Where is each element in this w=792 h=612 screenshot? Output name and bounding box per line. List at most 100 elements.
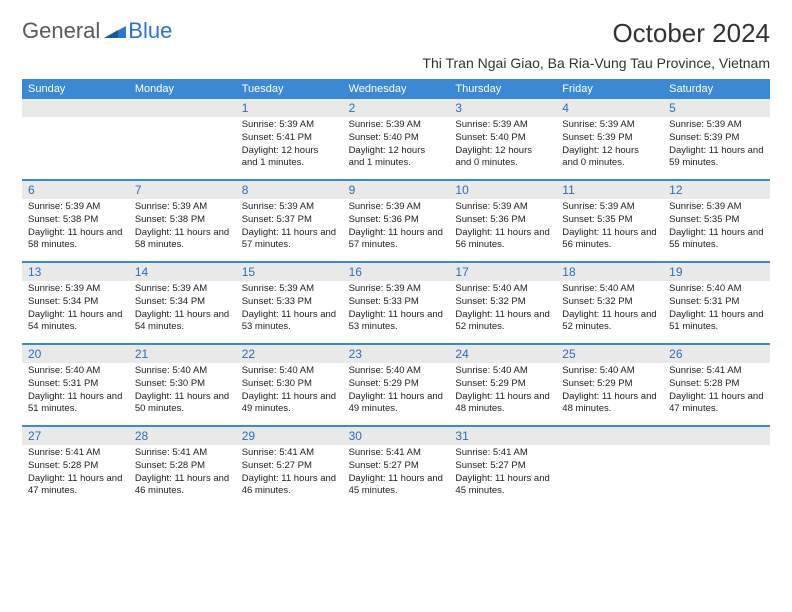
weekday-header: Wednesday <box>343 79 450 99</box>
sunset-line: Sunset: 5:29 PM <box>349 378 444 391</box>
day-number: 26 <box>663 345 770 363</box>
day-number: 1 <box>236 99 343 117</box>
day-cell: 17Sunrise: 5:40 AMSunset: 5:32 PMDayligh… <box>449 263 556 343</box>
sunset-line: Sunset: 5:33 PM <box>242 296 337 309</box>
daylight-line: Daylight: 11 hours and 57 minutes. <box>349 227 444 253</box>
sunrise-line: Sunrise: 5:41 AM <box>455 447 550 460</box>
day-cell: 13Sunrise: 5:39 AMSunset: 5:34 PMDayligh… <box>22 263 129 343</box>
day-details: Sunrise: 5:41 AMSunset: 5:28 PMDaylight:… <box>129 445 236 502</box>
day-cell: 31Sunrise: 5:41 AMSunset: 5:27 PMDayligh… <box>449 427 556 507</box>
week-row: 27Sunrise: 5:41 AMSunset: 5:28 PMDayligh… <box>22 425 770 507</box>
day-details: Sunrise: 5:40 AMSunset: 5:29 PMDaylight:… <box>556 363 663 420</box>
sunset-line: Sunset: 5:36 PM <box>455 214 550 227</box>
day-cell: 9Sunrise: 5:39 AMSunset: 5:36 PMDaylight… <box>343 181 450 261</box>
day-cell: 24Sunrise: 5:40 AMSunset: 5:29 PMDayligh… <box>449 345 556 425</box>
sunset-line: Sunset: 5:41 PM <box>242 132 337 145</box>
sunrise-line: Sunrise: 5:39 AM <box>28 283 123 296</box>
sunset-line: Sunset: 5:29 PM <box>562 378 657 391</box>
day-details: Sunrise: 5:39 AMSunset: 5:38 PMDaylight:… <box>129 199 236 256</box>
daylight-line: Daylight: 11 hours and 47 minutes. <box>669 391 764 417</box>
sunrise-line: Sunrise: 5:39 AM <box>242 283 337 296</box>
daylight-line: Daylight: 11 hours and 52 minutes. <box>562 309 657 335</box>
weekday-header-row: SundayMondayTuesdayWednesdayThursdayFrid… <box>22 79 770 99</box>
sunset-line: Sunset: 5:40 PM <box>455 132 550 145</box>
day-number: 21 <box>129 345 236 363</box>
daylight-line: Daylight: 11 hours and 51 minutes. <box>669 309 764 335</box>
daylight-line: Daylight: 11 hours and 49 minutes. <box>349 391 444 417</box>
day-details: Sunrise: 5:39 AMSunset: 5:34 PMDaylight:… <box>22 281 129 338</box>
day-number: 23 <box>343 345 450 363</box>
sunrise-line: Sunrise: 5:41 AM <box>242 447 337 460</box>
sunrise-line: Sunrise: 5:40 AM <box>28 365 123 378</box>
sunrise-line: Sunrise: 5:39 AM <box>669 119 764 132</box>
sunrise-line: Sunrise: 5:41 AM <box>135 447 230 460</box>
day-details: Sunrise: 5:40 AMSunset: 5:30 PMDaylight:… <box>129 363 236 420</box>
daylight-line: Daylight: 12 hours and 0 minutes. <box>562 145 657 171</box>
day-number: 18 <box>556 263 663 281</box>
day-number: 24 <box>449 345 556 363</box>
logo-text-blue: Blue <box>128 18 172 44</box>
sunset-line: Sunset: 5:38 PM <box>135 214 230 227</box>
day-cell: 30Sunrise: 5:41 AMSunset: 5:27 PMDayligh… <box>343 427 450 507</box>
day-cell: 14Sunrise: 5:39 AMSunset: 5:34 PMDayligh… <box>129 263 236 343</box>
sunrise-line: Sunrise: 5:40 AM <box>349 365 444 378</box>
day-number: 14 <box>129 263 236 281</box>
sunset-line: Sunset: 5:31 PM <box>28 378 123 391</box>
day-cell: 1 Sunrise: 5:39 AMSunset: 5:41 PMDaylight… <box>236 99 343 179</box>
daylight-line: Daylight: 11 hours and 56 minutes. <box>455 227 550 253</box>
day-number: 6 <box>22 181 129 199</box>
day-number: 22 <box>236 345 343 363</box>
day-details: Sunrise: 5:39 AMSunset: 5:38 PMDaylight:… <box>22 199 129 256</box>
weekday-header: Saturday <box>663 79 770 99</box>
sunrise-line: Sunrise: 5:41 AM <box>349 447 444 460</box>
day-details: Sunrise: 5:40 AMSunset: 5:32 PMDaylight:… <box>556 281 663 338</box>
day-number: 29 <box>236 427 343 445</box>
day-number <box>663 427 770 445</box>
day-number: 5 <box>663 99 770 117</box>
logo: General Blue <box>22 18 172 44</box>
title-block: October 2024 Thi Tran Ngai Giao, Ba Ria-… <box>422 18 770 71</box>
sunrise-line: Sunrise: 5:39 AM <box>28 201 123 214</box>
sunrise-line: Sunrise: 5:40 AM <box>669 283 764 296</box>
sunrise-line: Sunrise: 5:39 AM <box>242 119 337 132</box>
daylight-line: Daylight: 11 hours and 52 minutes. <box>455 309 550 335</box>
week-row: 20Sunrise: 5:40 AMSunset: 5:31 PMDayligh… <box>22 343 770 425</box>
sunset-line: Sunset: 5:35 PM <box>562 214 657 227</box>
day-cell: 15Sunrise: 5:39 AMSunset: 5:33 PMDayligh… <box>236 263 343 343</box>
day-details: Sunrise: 5:40 AMSunset: 5:29 PMDaylight:… <box>449 363 556 420</box>
logo-triangle-icon <box>104 22 126 43</box>
day-details: Sunrise: 5:41 AMSunset: 5:28 PMDaylight:… <box>663 363 770 420</box>
sunset-line: Sunset: 5:40 PM <box>349 132 444 145</box>
daylight-line: Daylight: 12 hours and 1 minutes. <box>242 145 337 171</box>
day-cell: 27Sunrise: 5:41 AMSunset: 5:28 PMDayligh… <box>22 427 129 507</box>
weekday-header: Sunday <box>22 79 129 99</box>
daylight-line: Daylight: 11 hours and 58 minutes. <box>28 227 123 253</box>
sunset-line: Sunset: 5:27 PM <box>455 460 550 473</box>
day-number: 19 <box>663 263 770 281</box>
day-number: 4 <box>556 99 663 117</box>
sunrise-line: Sunrise: 5:40 AM <box>135 365 230 378</box>
month-title: October 2024 <box>422 18 770 49</box>
day-number: 25 <box>556 345 663 363</box>
sunset-line: Sunset: 5:32 PM <box>562 296 657 309</box>
day-details: Sunrise: 5:39 AMSunset: 5:37 PMDaylight:… <box>236 199 343 256</box>
daylight-line: Daylight: 12 hours and 1 minutes. <box>349 145 444 171</box>
logo-text-general: General <box>22 18 100 44</box>
day-cell: 29Sunrise: 5:41 AMSunset: 5:27 PMDayligh… <box>236 427 343 507</box>
week-row: 6Sunrise: 5:39 AMSunset: 5:38 PMDaylight… <box>22 179 770 261</box>
sunset-line: Sunset: 5:27 PM <box>349 460 444 473</box>
day-details: Sunrise: 5:39 AMSunset: 5:39 PMDaylight:… <box>556 117 663 174</box>
sunset-line: Sunset: 5:33 PM <box>349 296 444 309</box>
daylight-line: Daylight: 12 hours and 0 minutes. <box>455 145 550 171</box>
weekday-header: Friday <box>556 79 663 99</box>
sunset-line: Sunset: 5:29 PM <box>455 378 550 391</box>
day-details: Sunrise: 5:40 AMSunset: 5:31 PMDaylight:… <box>22 363 129 420</box>
location-text: Thi Tran Ngai Giao, Ba Ria-Vung Tau Prov… <box>422 55 770 71</box>
day-number: 11 <box>556 181 663 199</box>
day-details: Sunrise: 5:39 AMSunset: 5:40 PMDaylight:… <box>343 117 450 174</box>
day-number: 31 <box>449 427 556 445</box>
weekday-header: Thursday <box>449 79 556 99</box>
day-cell: 16Sunrise: 5:39 AMSunset: 5:33 PMDayligh… <box>343 263 450 343</box>
sunset-line: Sunset: 5:36 PM <box>349 214 444 227</box>
day-cell: 18Sunrise: 5:40 AMSunset: 5:32 PMDayligh… <box>556 263 663 343</box>
